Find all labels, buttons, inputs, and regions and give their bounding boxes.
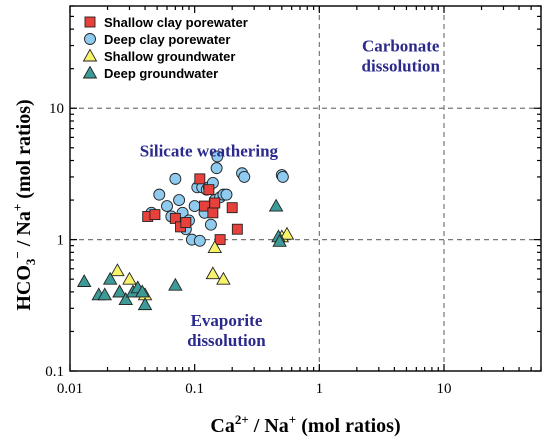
data-point	[210, 162, 223, 175]
data-point	[220, 188, 233, 201]
data-point	[135, 284, 150, 298]
y-axis-label-rest: / Na	[13, 211, 35, 251]
x-axis-label-tail: (mol ratios)	[296, 415, 400, 437]
data-point	[112, 284, 127, 298]
series-shallow-clay-porewater	[142, 173, 243, 246]
region-label: Carbonate dissolution	[362, 37, 441, 76]
data-point	[97, 287, 113, 301]
data-point	[173, 194, 186, 207]
y-axis-label: HCO3− / Na+ (mol ratios)	[10, 99, 38, 310]
data-point	[188, 200, 201, 213]
x-axis-label-sup: 2+	[235, 412, 249, 427]
y-axis-label-sup: −	[10, 251, 25, 258]
data-point	[193, 234, 206, 247]
region-label: Silicate weathering	[140, 141, 279, 160]
data-point	[238, 170, 251, 183]
data-point	[169, 172, 182, 185]
x-tick-label: 0.01	[57, 381, 83, 397]
x-tick-label: 0.1	[185, 381, 204, 397]
data-point	[226, 202, 238, 214]
y-tick-label: 10	[49, 101, 64, 117]
legend-label: Shallow groundwater	[104, 49, 235, 64]
reference-lines	[70, 6, 541, 371]
data-point	[209, 197, 221, 209]
legend-label: Deep groundwater	[104, 66, 218, 81]
legend-marker	[82, 65, 98, 79]
series-deep-groundwater	[76, 198, 287, 311]
y-axis-label-sub: 3	[23, 258, 38, 265]
plot-frame	[69, 5, 542, 372]
region-label-line: Carbonate	[362, 37, 440, 56]
y-tick-label: 0.1	[45, 364, 64, 380]
data-point	[76, 274, 92, 287]
region-label: Evaporite dissolution	[187, 311, 266, 350]
y-axis-label-tail: (mol ratios)	[13, 99, 35, 203]
data-point	[194, 173, 206, 185]
region-label-line: dissolution	[187, 331, 266, 350]
data-point	[168, 277, 183, 291]
legend-marker	[84, 33, 96, 45]
region-label-line: Evaporite	[191, 311, 263, 330]
data-points	[76, 150, 295, 311]
data-point	[205, 266, 221, 280]
data-point	[118, 292, 134, 305]
region-label-line: Silicate weathering	[140, 141, 279, 160]
data-point	[268, 198, 284, 212]
region-label-line: dissolution	[362, 57, 441, 76]
data-point	[180, 217, 192, 228]
y-axis-label-sup2: +	[10, 204, 25, 211]
data-point	[207, 240, 223, 254]
data-point	[203, 184, 215, 196]
data-point	[211, 150, 224, 163]
legend: Shallow clay porewater Deep clay porewate…	[82, 15, 248, 81]
x-axis-label: Ca2+ / Na+ (mol ratios)	[210, 412, 400, 437]
data-point	[214, 234, 226, 246]
data-point	[276, 170, 289, 183]
data-point	[279, 226, 295, 240]
data-point	[102, 271, 118, 285]
legend-label: Deep clay porewater	[104, 32, 230, 47]
legend-marker	[84, 16, 96, 28]
y-axis-label-base: HCO	[13, 265, 35, 311]
data-point	[149, 209, 161, 221]
x-axis-label-rest: / Na	[249, 415, 289, 437]
data-point	[122, 271, 137, 285]
data-point	[161, 200, 173, 213]
x-tick-label: 1	[316, 381, 324, 397]
y-tick-label: 1	[57, 233, 65, 249]
data-point	[110, 263, 125, 277]
legend-marker	[82, 48, 98, 62]
data-point	[137, 297, 153, 311]
data-point	[204, 218, 217, 231]
x-axis-label-sup2: +	[289, 412, 296, 427]
data-point	[272, 233, 287, 247]
x-axis-label-base: Ca	[210, 415, 234, 437]
legend-label: Shallow clay porewater	[104, 15, 248, 30]
data-point	[153, 188, 166, 201]
x-tick-label: 10	[436, 381, 451, 397]
data-point	[207, 207, 219, 219]
data-point	[216, 271, 231, 285]
data-point	[231, 223, 243, 235]
